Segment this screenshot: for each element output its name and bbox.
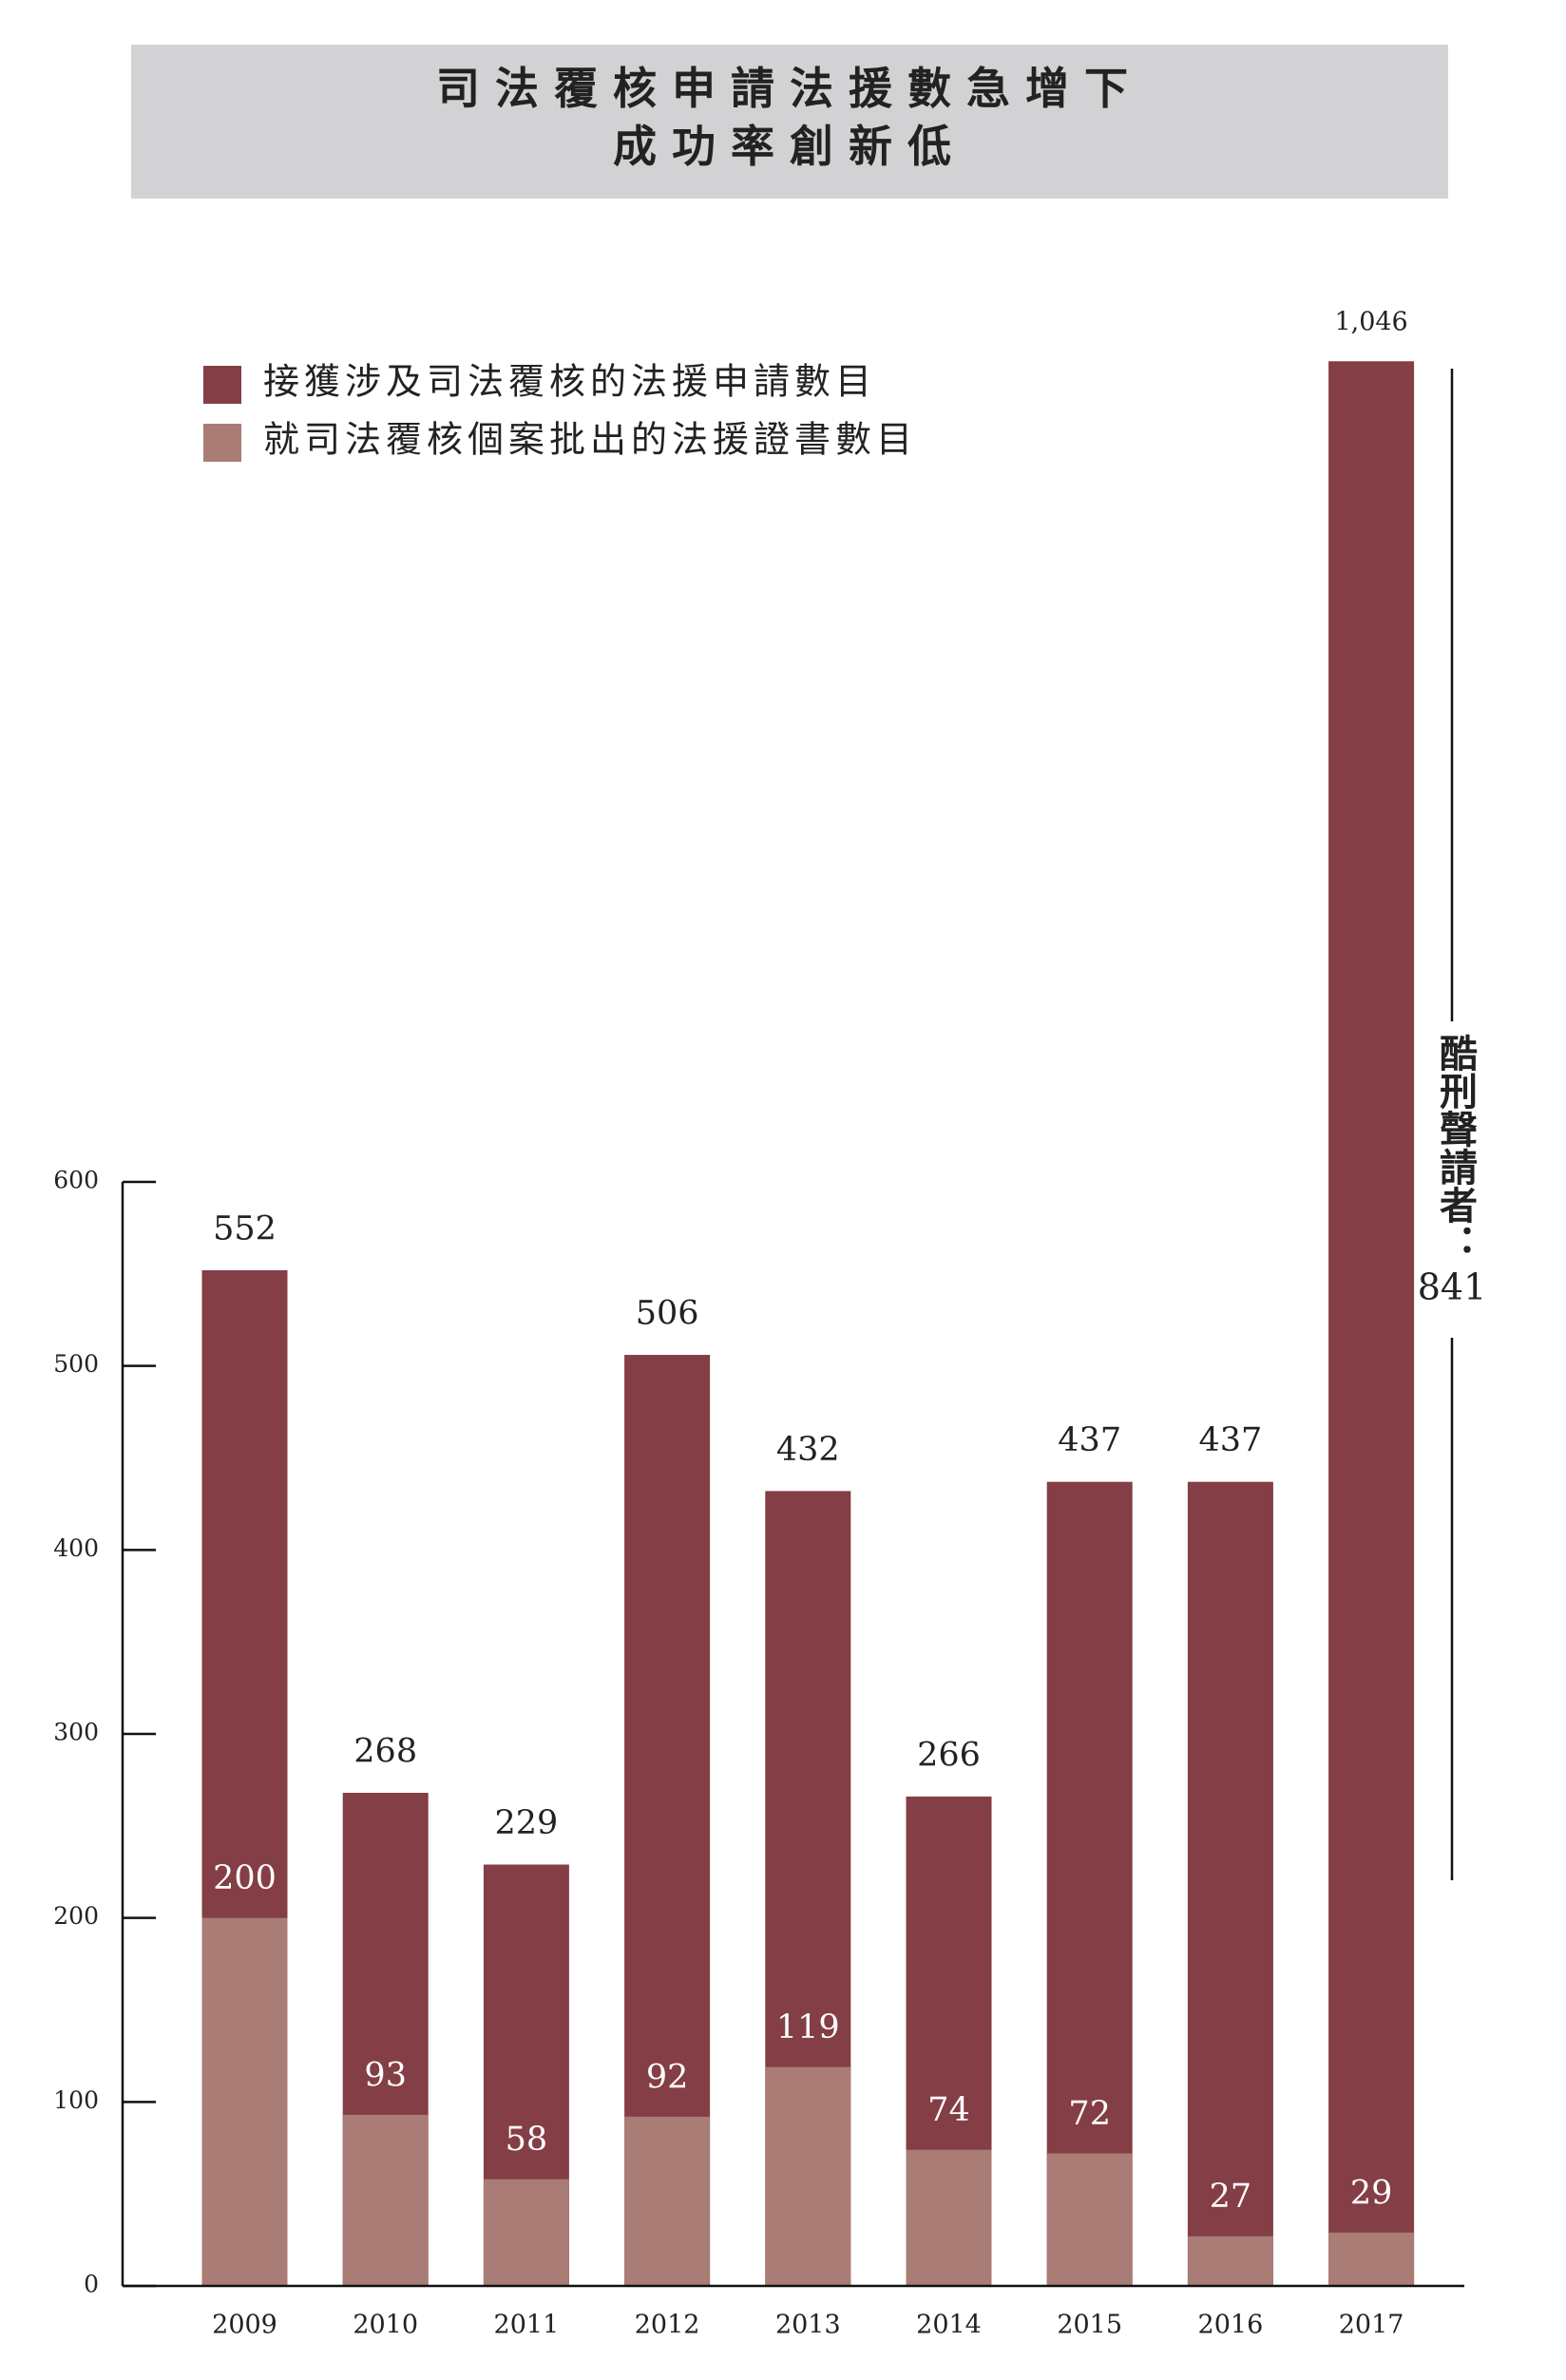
value-label: 506 bbox=[636, 1295, 699, 1333]
value-label: 72 bbox=[1068, 2095, 1111, 2133]
bar bbox=[765, 2066, 851, 2286]
y-tick-label: 300 bbox=[53, 1719, 99, 1746]
value-label: 74 bbox=[927, 2091, 970, 2129]
value-label: 437 bbox=[1198, 1421, 1262, 1459]
bar bbox=[906, 2149, 992, 2286]
legend-label: 接獲涉及司法覆核的法援申請數目 bbox=[263, 361, 876, 403]
x-tick-label: 2016 bbox=[1198, 2311, 1264, 2340]
x-tick-label: 2013 bbox=[775, 2311, 841, 2340]
annotation-value: 841 bbox=[1418, 1266, 1487, 1308]
value-label: 432 bbox=[776, 1431, 840, 1469]
chart-title: 司法覆核申請法援數急增下 bbox=[436, 63, 1143, 114]
legend-label: 就司法覆核個案批出的法援證書數目 bbox=[263, 419, 917, 461]
y-tick-label: 0 bbox=[84, 2271, 99, 2298]
value-label: 92 bbox=[646, 2058, 689, 2096]
value-label: 93 bbox=[364, 2056, 407, 2094]
annotation-label: 酷刑聲請者： bbox=[1433, 1034, 1478, 1262]
value-label: 27 bbox=[1210, 2178, 1252, 2216]
legend-swatch bbox=[203, 424, 241, 462]
y-tick-label: 500 bbox=[53, 1350, 99, 1378]
value-label: 29 bbox=[1350, 2174, 1393, 2212]
x-tick-label: 2011 bbox=[494, 2311, 560, 2340]
value-label: 266 bbox=[917, 1736, 981, 1774]
bar bbox=[1328, 361, 1415, 2286]
value-label: 58 bbox=[506, 2121, 548, 2159]
value-label: 268 bbox=[353, 1732, 417, 1770]
title-box bbox=[131, 45, 1448, 199]
bar bbox=[201, 1917, 288, 2286]
bar bbox=[1046, 2153, 1133, 2286]
y-tick-label: 400 bbox=[53, 1534, 99, 1562]
value-label: 552 bbox=[213, 1209, 277, 1247]
bar bbox=[1187, 2236, 1273, 2286]
chart-subtitle: 成功率創新低 bbox=[613, 121, 966, 172]
y-tick-label: 200 bbox=[53, 1902, 99, 1930]
x-tick-label: 2010 bbox=[353, 2311, 418, 2340]
y-tick-label: 100 bbox=[53, 2086, 99, 2114]
value-label: 1,046 bbox=[1334, 308, 1407, 337]
value-label: 119 bbox=[776, 2009, 840, 2047]
bar bbox=[624, 2116, 711, 2286]
y-tick-label: 600 bbox=[53, 1167, 99, 1194]
x-tick-label: 2014 bbox=[916, 2311, 982, 2340]
bar bbox=[483, 2179, 569, 2286]
x-tick-label: 2017 bbox=[1339, 2311, 1404, 2340]
bar bbox=[1187, 1481, 1273, 2286]
x-tick-label: 2009 bbox=[212, 2311, 277, 2340]
bar bbox=[1046, 1481, 1133, 2286]
x-tick-label: 2012 bbox=[635, 2311, 700, 2340]
value-label: 229 bbox=[494, 1804, 558, 1842]
legend-swatch bbox=[203, 366, 241, 404]
bar bbox=[342, 2114, 429, 2286]
x-tick-label: 2015 bbox=[1057, 2311, 1122, 2340]
bar bbox=[1328, 2232, 1415, 2286]
value-label: 200 bbox=[213, 1859, 277, 1897]
value-label: 437 bbox=[1058, 1421, 1121, 1459]
